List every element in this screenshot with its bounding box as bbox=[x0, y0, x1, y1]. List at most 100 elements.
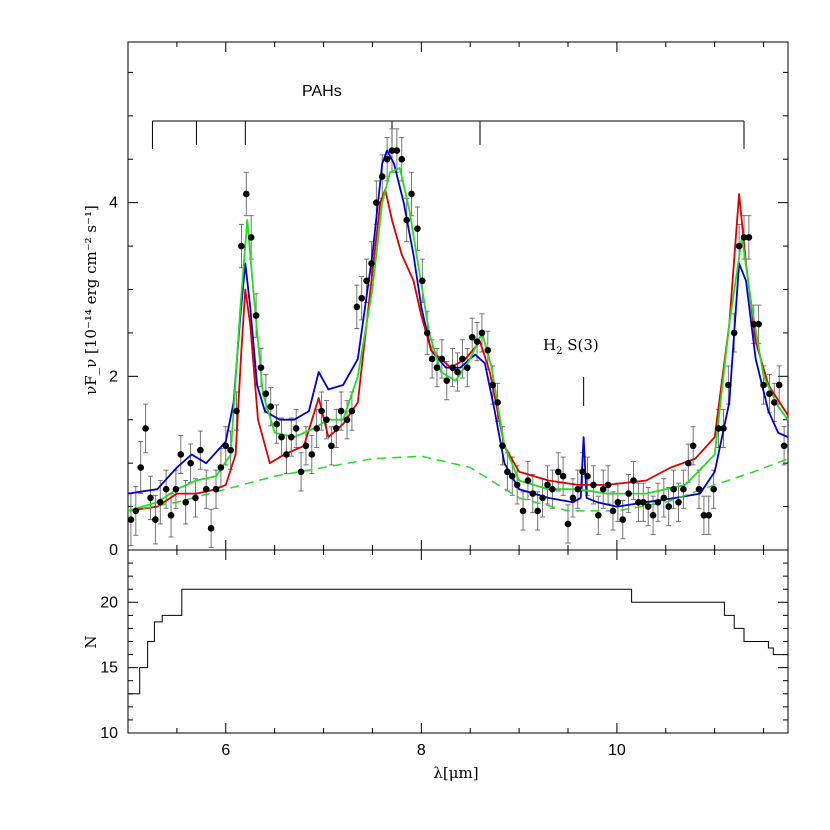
observed-point bbox=[182, 498, 189, 506]
observed-point bbox=[414, 225, 421, 233]
observed-point bbox=[132, 507, 140, 515]
observed-point bbox=[700, 511, 708, 519]
observed-point bbox=[554, 468, 562, 476]
observed-point bbox=[227, 446, 234, 454]
observed-point bbox=[222, 442, 230, 450]
observed-point bbox=[207, 524, 215, 532]
spectrum-ticks: 0 2 4 bbox=[109, 42, 788, 559]
observed-point bbox=[278, 433, 285, 441]
observed-point bbox=[323, 416, 330, 424]
observed-point bbox=[494, 399, 501, 406]
observed-point bbox=[343, 416, 351, 424]
observed-point bbox=[238, 242, 245, 250]
observed-point bbox=[233, 407, 240, 415]
x-tick-label: 8 bbox=[417, 742, 426, 759]
observed-point bbox=[348, 407, 356, 415]
observed-point bbox=[358, 294, 365, 302]
observed-point bbox=[524, 477, 532, 484]
observed-point bbox=[499, 442, 506, 450]
observed-point bbox=[484, 346, 492, 354]
observed-point bbox=[639, 498, 647, 506]
observed-point bbox=[544, 481, 551, 489]
observed-point bbox=[267, 403, 275, 411]
observed-point bbox=[549, 485, 556, 493]
observed-point bbox=[745, 234, 753, 241]
observed-point bbox=[408, 190, 415, 198]
observed-point bbox=[297, 468, 305, 476]
observed-point bbox=[780, 442, 788, 450]
count-ticks: 10 15 20 6 8 10 bbox=[100, 549, 788, 759]
observed-point bbox=[771, 399, 778, 406]
observed-point bbox=[715, 425, 722, 432]
observed-point bbox=[599, 485, 607, 493]
observed-point bbox=[438, 355, 446, 363]
count-plot bbox=[128, 588, 788, 695]
pahs-bracket bbox=[151, 120, 745, 149]
observed-point bbox=[202, 485, 210, 493]
observed-point bbox=[463, 364, 471, 371]
observed-point bbox=[478, 329, 486, 337]
observed-point bbox=[383, 155, 391, 163]
spectrum-y-axis-title: νF_ν [10⁻¹⁴ erg cm⁻² s⁻¹] bbox=[82, 205, 100, 395]
spectrum-y-tick-label: 4 bbox=[109, 195, 118, 212]
observed-point bbox=[675, 498, 682, 506]
h2-label-sub: 2 bbox=[556, 346, 562, 357]
observed-point bbox=[609, 507, 617, 515]
spectrum-y-tick-label: 0 bbox=[109, 542, 118, 559]
observed-point bbox=[649, 511, 657, 519]
count-y-tick-label: 20 bbox=[100, 594, 118, 611]
observed-point bbox=[569, 494, 577, 502]
observed-point bbox=[423, 329, 431, 337]
observed-point bbox=[443, 377, 451, 384]
spectrum-panel-frame bbox=[127, 41, 789, 551]
observed-point bbox=[680, 485, 687, 493]
observed-point bbox=[539, 494, 546, 502]
observed-point bbox=[529, 490, 537, 497]
observed-point bbox=[152, 516, 159, 523]
observed-point bbox=[689, 442, 697, 450]
observed-point bbox=[670, 485, 677, 493]
observed-point bbox=[243, 190, 250, 198]
observed-point bbox=[363, 277, 370, 285]
model-green-line bbox=[127, 167, 789, 512]
observed-point bbox=[710, 485, 717, 493]
observed-point bbox=[725, 381, 732, 389]
observed-point bbox=[508, 472, 516, 480]
observed-point bbox=[262, 390, 270, 397]
observed-point bbox=[614, 498, 622, 506]
observed-point bbox=[595, 511, 602, 519]
observed-point bbox=[378, 173, 386, 180]
observed-point bbox=[252, 312, 260, 319]
observed-point bbox=[579, 468, 586, 476]
observed-point bbox=[635, 498, 642, 506]
model-blue-line bbox=[127, 149, 789, 508]
observed-point bbox=[735, 242, 743, 250]
observed-point bbox=[283, 451, 290, 458]
observed-point bbox=[755, 320, 762, 328]
observed-point bbox=[684, 459, 692, 467]
observed-point bbox=[192, 494, 199, 502]
observed-point bbox=[468, 333, 476, 341]
h2-label: H2 S(3) bbox=[543, 336, 599, 357]
observed-point bbox=[287, 433, 295, 441]
observed-point bbox=[489, 381, 497, 389]
observed-point bbox=[302, 442, 310, 450]
observed-point bbox=[197, 446, 204, 454]
observed-point bbox=[654, 498, 662, 506]
observed-point bbox=[720, 425, 727, 432]
observed-point bbox=[313, 425, 321, 432]
observed-point bbox=[308, 451, 316, 458]
observed-point bbox=[257, 364, 265, 371]
count-panel-frame bbox=[127, 549, 789, 734]
observed-point bbox=[142, 425, 149, 432]
observed-point bbox=[534, 507, 541, 515]
observed-point bbox=[217, 464, 225, 471]
observed-point bbox=[403, 216, 410, 224]
observed-point bbox=[273, 420, 280, 428]
observed-point bbox=[337, 407, 345, 415]
observed-point bbox=[292, 425, 300, 432]
observed-point bbox=[619, 516, 627, 523]
observed-point bbox=[353, 303, 361, 311]
observed-point bbox=[398, 155, 406, 163]
